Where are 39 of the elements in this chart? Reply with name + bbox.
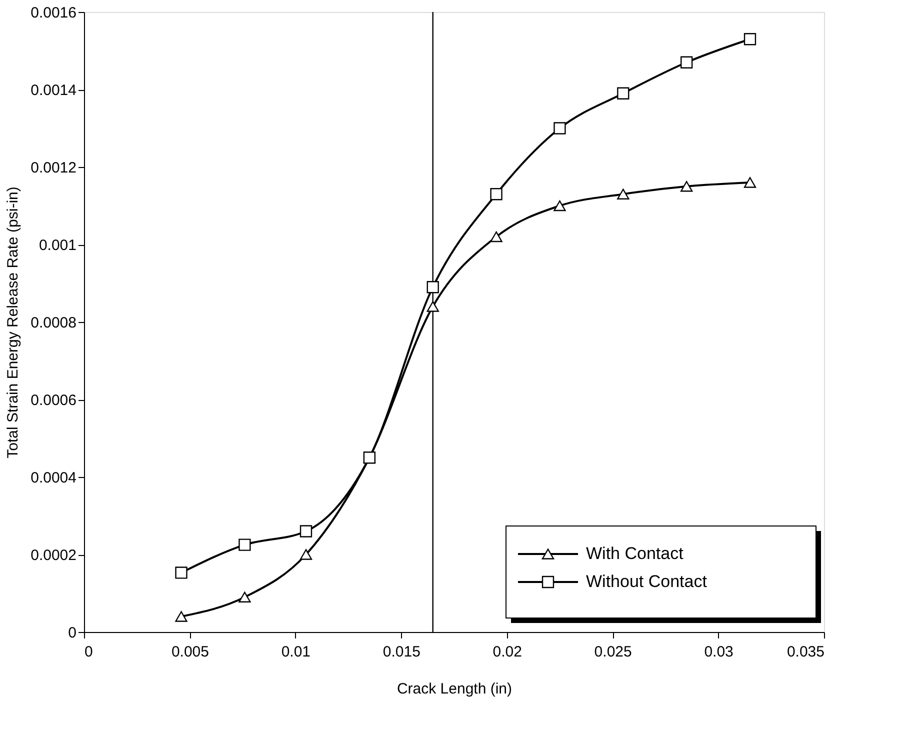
- y-tick-label: 0.001: [38, 237, 76, 254]
- legend-label: With Contact: [586, 544, 684, 563]
- y-tick-label: 0.0008: [30, 314, 76, 332]
- x-tick-label: 0.005: [171, 644, 209, 660]
- point: [238, 538, 251, 551]
- y-tick-label: 0: [68, 624, 76, 642]
- y-axis-title: Total Strain Energy Release Rate (psi-in): [4, 186, 22, 458]
- point: [617, 188, 630, 200]
- point: [300, 549, 312, 560]
- point: [300, 525, 312, 538]
- point: [554, 200, 566, 212]
- point: [554, 122, 566, 134]
- point: [426, 301, 439, 312]
- point: [175, 566, 188, 579]
- y-tick-label: 0.0004: [30, 470, 76, 486]
- y-tick-label: 0.0012: [30, 160, 76, 176]
- point: [617, 87, 630, 100]
- x-tick-label: 0.03: [704, 644, 734, 660]
- x-tick-label: 0.035: [786, 644, 824, 660]
- x-tick-label: 0.01: [281, 644, 311, 660]
- point: [744, 177, 756, 188]
- point: [490, 188, 502, 200]
- point: [744, 33, 756, 46]
- x-tick-label: 0.025: [594, 644, 632, 660]
- point: [426, 281, 439, 294]
- x-tick-label: 0: [84, 644, 93, 660]
- point: [175, 611, 188, 622]
- point: [238, 592, 251, 602]
- y-tick-label: 0.0014: [30, 82, 76, 99]
- legend-label: Without Contact: [586, 572, 708, 591]
- x-tick-label: 0.02: [492, 644, 522, 660]
- x-axis-title: Crack Length (in): [396, 680, 512, 698]
- y-tick-label: 0.0006: [30, 392, 76, 409]
- point: [490, 231, 502, 242]
- y-tick-label: 0.0002: [30, 547, 76, 564]
- point: [680, 181, 693, 192]
- y-tick-label: 0.0016: [30, 4, 76, 22]
- point: [680, 56, 693, 68]
- x-tick-label: 0.015: [382, 644, 420, 660]
